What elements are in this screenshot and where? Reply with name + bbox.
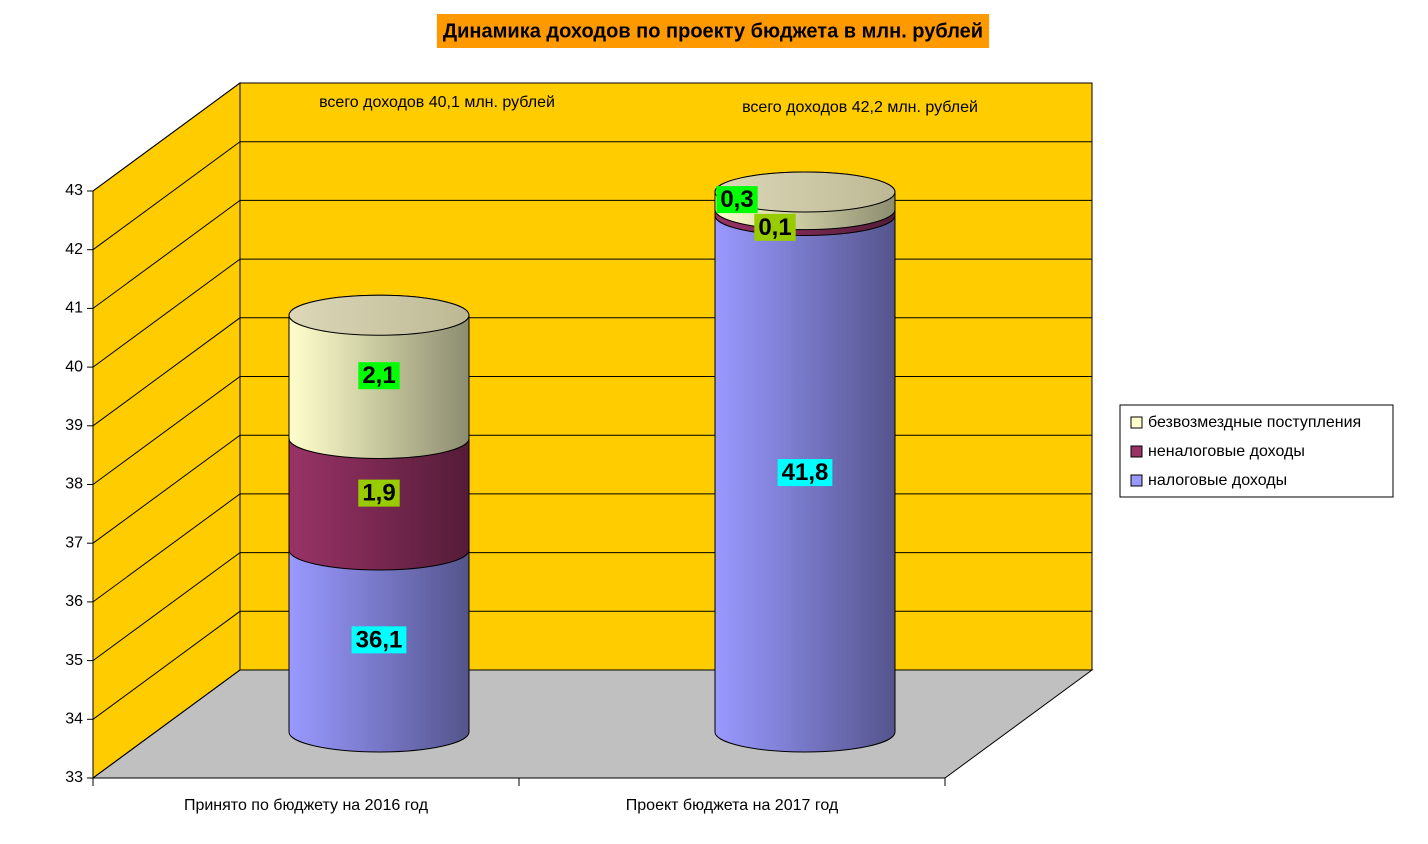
y-tick-label: 43 bbox=[65, 182, 83, 199]
y-tick-label: 33 bbox=[65, 769, 83, 786]
chart-title: Динамика доходов по проекту бюджета в мл… bbox=[443, 20, 983, 42]
x-tick-label: Принято по бюджету на 2016 год bbox=[184, 797, 429, 814]
data-label: 0,3 bbox=[720, 186, 753, 213]
y-tick-label: 37 bbox=[65, 534, 83, 551]
legend-box bbox=[1119, 404, 1394, 498]
data-label-background bbox=[358, 479, 400, 507]
legend-label: неналоговые доходы bbox=[1148, 443, 1305, 460]
y-tick-label: 36 bbox=[65, 593, 83, 610]
y-tick-label: 41 bbox=[65, 300, 83, 317]
data-label-background bbox=[351, 626, 407, 654]
legend-swatch bbox=[1130, 445, 1143, 458]
annotation: всего доходов 40,1 млн. рублей bbox=[319, 94, 555, 111]
title-background bbox=[436, 14, 990, 48]
legend-label: налоговые доходы bbox=[1148, 472, 1287, 489]
data-label: 36,1 bbox=[356, 626, 403, 653]
data-label: 41,8 bbox=[782, 459, 829, 486]
annotation: всего доходов 42,2 млн. рублей bbox=[742, 99, 978, 116]
data-label-background bbox=[777, 459, 833, 487]
data-label-background bbox=[716, 186, 758, 214]
grid-line bbox=[92, 141, 1092, 251]
y-tick-label: 35 bbox=[65, 652, 83, 669]
cylinder-top bbox=[714, 171, 896, 213]
data-label: 1,9 bbox=[362, 480, 395, 507]
y-tick-label: 42 bbox=[65, 241, 83, 258]
data-label-background bbox=[358, 362, 400, 390]
data-label: 0,1 bbox=[758, 214, 791, 241]
cylinder-top bbox=[288, 294, 470, 336]
floor bbox=[91, 669, 1094, 779]
legend-swatch bbox=[1130, 474, 1143, 487]
y-tick-label: 34 bbox=[65, 711, 83, 728]
legend-label: безвозмездные поступления bbox=[1148, 414, 1361, 431]
data-label-background bbox=[754, 213, 796, 241]
data-label: 2,1 bbox=[362, 362, 395, 389]
y-tick-label: 39 bbox=[65, 417, 83, 434]
y-tick-label: 40 bbox=[65, 358, 83, 375]
y-tick-label: 38 bbox=[65, 476, 83, 493]
legend-swatch bbox=[1130, 416, 1143, 429]
x-tick-label: Проект бюджета на 2017 год bbox=[626, 797, 839, 814]
grid-line bbox=[92, 82, 1092, 192]
